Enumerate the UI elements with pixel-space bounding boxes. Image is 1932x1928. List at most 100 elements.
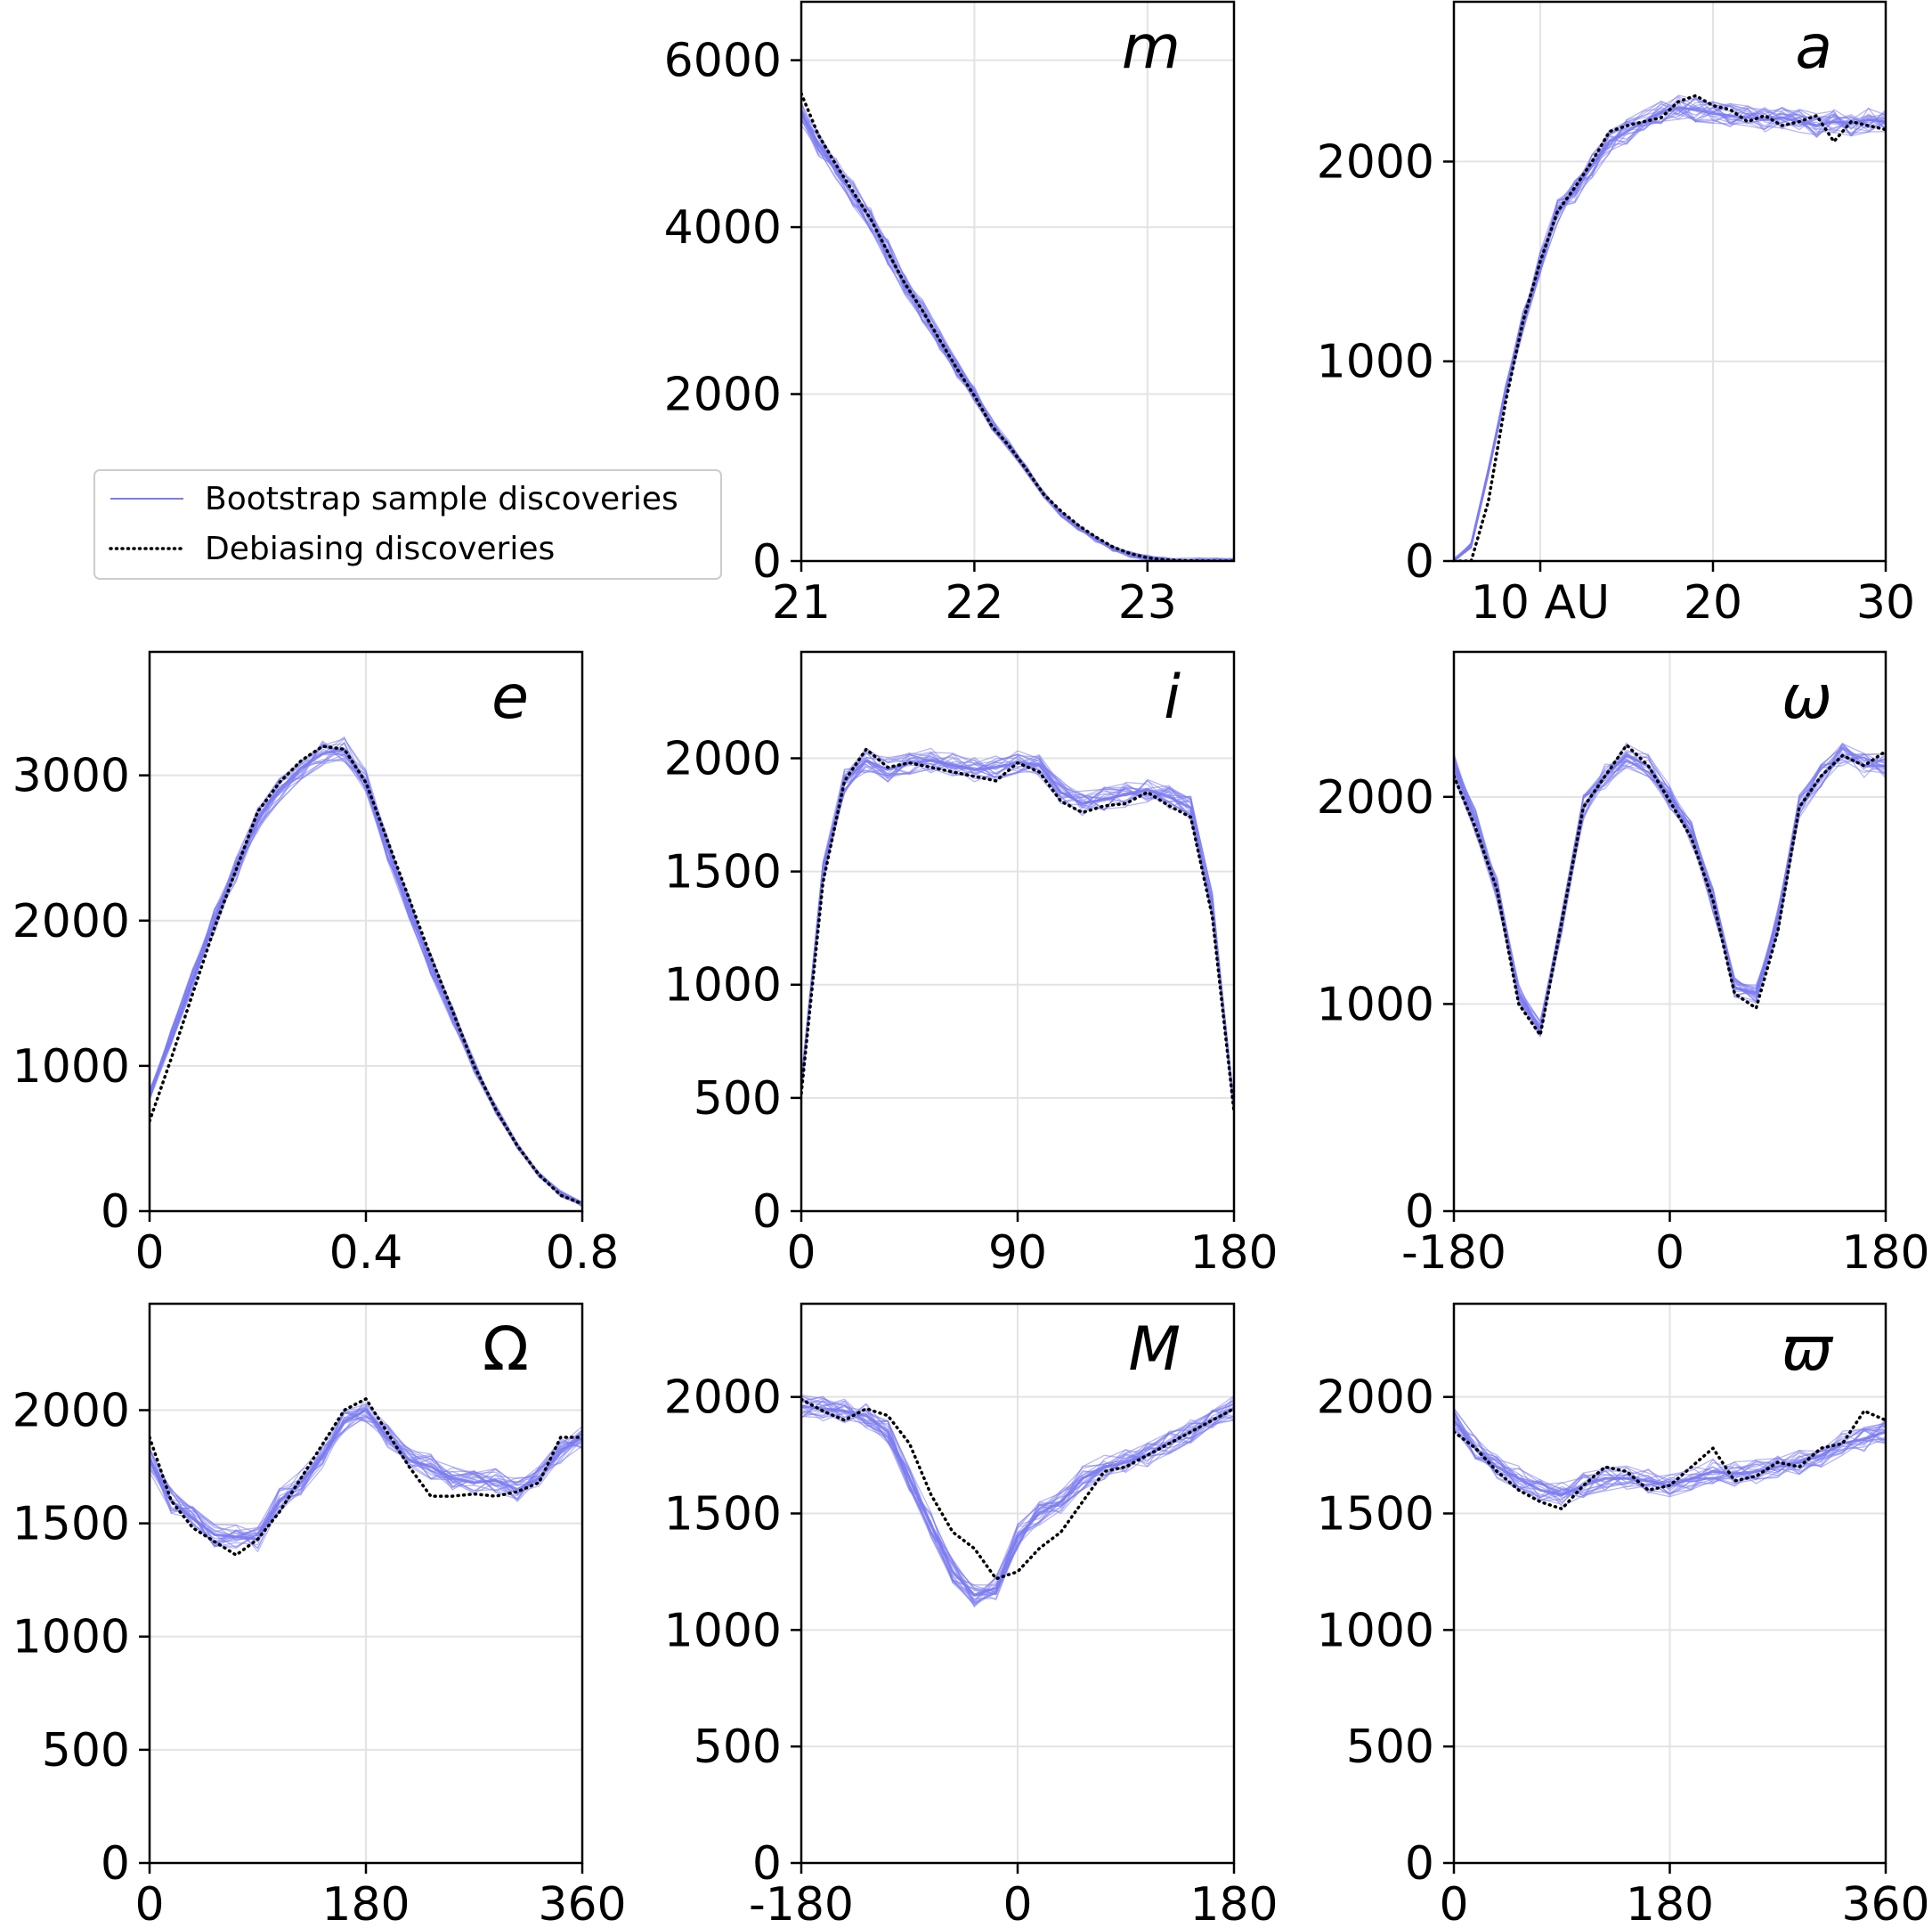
- bootstrap-sample-line: [801, 752, 1234, 1106]
- legend-bootstrap-label: Bootstrap sample discoveries: [205, 481, 678, 517]
- y-tick-label: 0: [752, 1837, 782, 1891]
- y-tick-label: 1000: [664, 959, 782, 1013]
- plot-area: [150, 736, 582, 1208]
- panel-title: e: [491, 663, 529, 733]
- panel-title: a: [1795, 12, 1832, 83]
- panel-title: Ω: [483, 1314, 529, 1385]
- x-tick-label: 0: [134, 1878, 164, 1928]
- plot-area: [801, 1395, 1234, 1608]
- legend-frame: [93, 469, 722, 580]
- y-tick-label: 500: [1346, 1721, 1434, 1774]
- plot-area: [1454, 94, 1886, 561]
- chart-panel-Omega: 0 180 360 0 500 1000 1500 2000 Ω: [12, 1302, 627, 1928]
- x-tick-label: -180: [1401, 1226, 1506, 1280]
- bootstrap-sample-line: [150, 1404, 582, 1537]
- y-tick-label: 1500: [12, 1498, 130, 1551]
- y-tick-label: 1500: [664, 1488, 782, 1542]
- axes-frame: [800, 0, 1236, 563]
- y-tick-label: 500: [694, 1721, 782, 1774]
- x-tick-label: -180: [749, 1878, 854, 1928]
- chart-panel-i: 0 90 180 0 500 1000 1500 2000 i: [664, 650, 1279, 1280]
- y-tick-label: 500: [42, 1724, 130, 1778]
- y-tick-label: 1000: [1317, 978, 1434, 1031]
- panel-title: M: [1128, 1314, 1181, 1385]
- debiasing-series-line: [1454, 94, 1886, 561]
- bootstrap-sample-line: [1454, 745, 1886, 1034]
- debiasing-series-line: [801, 92, 1234, 561]
- x-tick-label: 0.8: [546, 1226, 620, 1280]
- y-tick-label: 0: [101, 1837, 130, 1891]
- y-tick-label: 500: [694, 1072, 782, 1126]
- y-tick-label: 0: [752, 535, 782, 589]
- bootstrap-sample-line: [801, 1400, 1234, 1601]
- x-tick-label: 0: [1439, 1878, 1468, 1928]
- chart-panel-e: 0 0.4 0.8 0 1000 2000 3000 e: [12, 650, 620, 1280]
- x-tick-label: 30: [1856, 576, 1915, 630]
- plot-area: [1454, 742, 1886, 1037]
- bootstrap-sample-line: [150, 1403, 582, 1538]
- y-tick-label: 2000: [12, 1384, 130, 1437]
- x-tick-label: 180: [321, 1878, 410, 1928]
- x-tick-label: 20: [1684, 576, 1742, 630]
- plot-area: [1454, 1407, 1886, 1511]
- y-tick-label: 2000: [664, 732, 782, 785]
- x-tick-label: 90: [988, 1226, 1047, 1280]
- y-tick-label: 0: [101, 1185, 130, 1239]
- chart-panel-m: 21 22 23 0 2000 4000 6000 m: [664, 0, 1236, 630]
- bootstrap-sample-line: [801, 1404, 1234, 1606]
- y-tick-label: 2000: [664, 369, 782, 422]
- x-tick-label: 360: [1841, 1878, 1929, 1928]
- y-tick-label: 1000: [12, 1611, 130, 1664]
- y-tick-label: 2000: [12, 895, 130, 948]
- bootstrap-sample-line: [801, 756, 1234, 1114]
- x-tick-label: 0: [134, 1226, 164, 1280]
- bootstrap-sample-line: [801, 747, 1234, 1108]
- x-tick-label: 0: [1003, 1878, 1032, 1928]
- panel-title: ϖ: [1782, 1314, 1834, 1385]
- x-tick-label: 180: [1189, 1226, 1278, 1280]
- x-tick-label: 0.4: [329, 1226, 403, 1280]
- chart-panel-varpi: 0 180 360 0 500 1000 1500 2000 ϖ: [1317, 1302, 1930, 1928]
- y-tick-label: 0: [1405, 535, 1434, 589]
- y-tick-label: 1000: [1317, 1604, 1434, 1657]
- y-tick-label: 1000: [1317, 336, 1434, 389]
- y-tick-label: 2000: [1317, 135, 1434, 189]
- debiasing-series-line: [1454, 743, 1886, 1037]
- axes-frame: [1452, 0, 1887, 563]
- y-tick-label: 0: [1405, 1837, 1434, 1891]
- y-tick-label: 4000: [664, 201, 782, 255]
- y-tick-label: 1000: [12, 1040, 130, 1094]
- bootstrap-sample-line: [801, 1395, 1234, 1607]
- x-tick-label: 0: [786, 1226, 816, 1280]
- bootstrap-series-line: [150, 1409, 582, 1541]
- y-tick-label: 2000: [1317, 1371, 1434, 1425]
- y-tick-label: 0: [752, 1185, 782, 1239]
- x-tick-label: 23: [1118, 576, 1177, 630]
- x-tick-label: 180: [1626, 1878, 1714, 1928]
- panel-title: ω: [1782, 663, 1832, 733]
- x-tick-label: 360: [538, 1878, 626, 1928]
- x-tick-label: 22: [945, 576, 1003, 630]
- legend: Bootstrap sample discoveries Debiasing d…: [93, 469, 722, 580]
- panel-title: m: [1122, 12, 1181, 83]
- y-tick-label: 1500: [664, 846, 782, 899]
- y-tick-label: 2000: [664, 1371, 782, 1425]
- y-tick-label: 2000: [1317, 771, 1434, 825]
- plot-area: [801, 747, 1234, 1114]
- chart-panel-a: 10 AU 20 30 0 1000 2000 a: [1317, 0, 1915, 630]
- debiasing-series-line: [801, 747, 1234, 1113]
- y-tick-label: 1000: [664, 1604, 782, 1657]
- legend-debiasing-label: Debiasing discoveries: [205, 531, 555, 567]
- bootstrap-sample-line: [1454, 101, 1886, 561]
- x-tick-label: 180: [1189, 1878, 1278, 1928]
- bootstrap-sample-line: [1454, 1407, 1886, 1499]
- x-tick-label: 21: [772, 576, 831, 630]
- x-tick-label: 180: [1841, 1226, 1929, 1280]
- x-tick-label: 0: [1655, 1226, 1684, 1280]
- y-tick-label: 1500: [1317, 1488, 1434, 1542]
- chart-panels: 21 22 23 0 2000 4000 6000 m 10 AU 20 30 0 1000 2000 a 0…: [12, 0, 1930, 1928]
- debiasing-series-line: [1454, 1409, 1886, 1511]
